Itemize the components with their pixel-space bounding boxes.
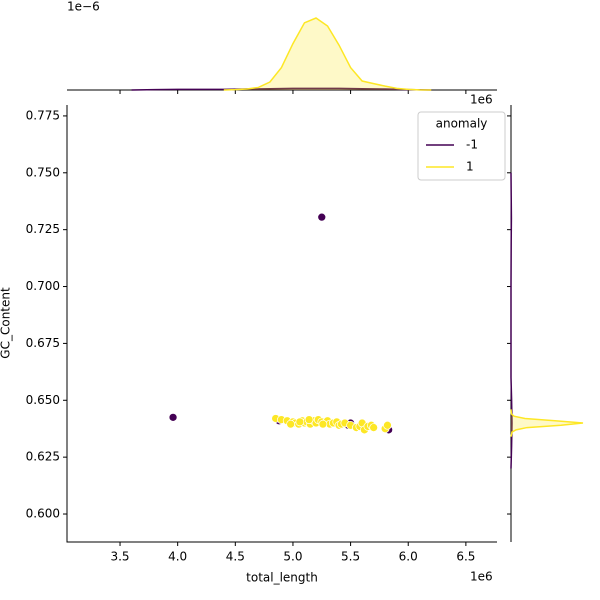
kde-line <box>510 409 584 437</box>
legend-box <box>417 111 506 181</box>
x-tick-label: 5.5 <box>341 550 360 564</box>
y-tick-label: 0.700 <box>26 279 60 293</box>
y-tick-label: 0.675 <box>26 336 60 350</box>
kde-line <box>131 87 432 91</box>
legend-label: -1 <box>466 138 478 152</box>
kde-line <box>223 17 432 91</box>
y-offset: 1e−6 <box>67 0 100 14</box>
point <box>168 412 178 422</box>
x-tick-label: 5.0 <box>283 550 302 564</box>
point <box>295 417 305 427</box>
point <box>383 420 392 430</box>
y-tick-label: 0.775 <box>26 108 60 122</box>
x-offset: 1e6 <box>470 93 493 107</box>
point <box>286 419 295 429</box>
x-tick-label: 4.5 <box>226 550 245 564</box>
x-tick-label: 4.0 <box>168 550 187 564</box>
x-tick-label: 3.5 <box>110 550 129 564</box>
axis-spine <box>66 105 497 543</box>
y-tick-label: 0.650 <box>26 393 60 407</box>
kde-area <box>223 18 432 90</box>
x-offset: 1e6 <box>470 570 493 584</box>
y-axis-label: GC_Content <box>0 287 13 359</box>
y-tick-label: 0.750 <box>26 165 60 179</box>
x-tick-label: 6.5 <box>456 550 475 564</box>
x-tick-label: 6.0 <box>399 550 418 564</box>
legend-label: 1 <box>466 160 474 174</box>
kde-area <box>511 409 583 437</box>
point <box>369 423 378 432</box>
point <box>318 419 328 429</box>
y-tick-label: 0.625 <box>26 450 60 464</box>
point <box>317 212 327 222</box>
point <box>304 415 314 424</box>
y-tick-label: 0.600 <box>26 507 60 521</box>
y-tick-label: 0.725 <box>26 222 60 236</box>
legend-title: anomaly <box>436 117 488 131</box>
x-axis-label: total_length <box>246 571 318 585</box>
